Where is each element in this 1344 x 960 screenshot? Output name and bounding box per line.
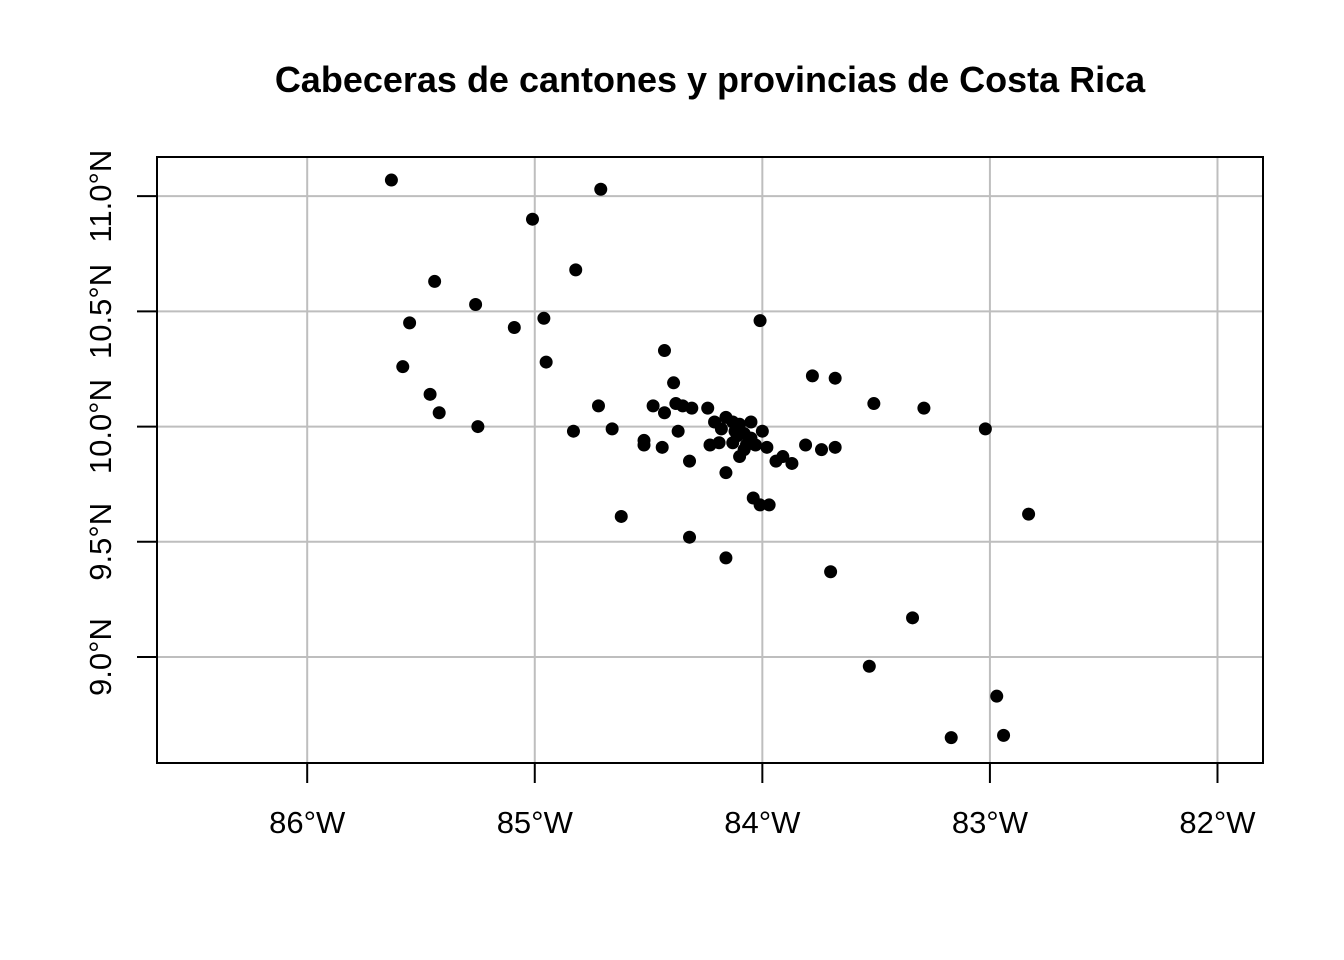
data-point: [403, 316, 417, 330]
chart-title: Cabeceras de cantones y provincias de Co…: [275, 59, 1146, 100]
data-point: [657, 406, 671, 420]
x-tick-label: 82°W: [1179, 805, 1256, 840]
data-point: [828, 371, 842, 385]
data-point: [507, 321, 521, 335]
data-point: [432, 406, 446, 420]
data-point: [805, 369, 819, 383]
data-point: [569, 263, 583, 277]
data-point: [396, 360, 410, 374]
data-point: [471, 420, 485, 434]
data-point: [614, 509, 628, 523]
y-tick-label: 9.0°N: [83, 618, 118, 696]
data-point: [423, 387, 437, 401]
data-point: [997, 728, 1011, 742]
data-point: [683, 530, 697, 544]
data-point: [683, 454, 697, 468]
data-point: [755, 424, 769, 438]
data-point: [733, 450, 747, 464]
y-tick-label: 9.5°N: [83, 503, 118, 581]
data-point: [744, 415, 758, 429]
data-point: [591, 399, 605, 413]
data-point: [906, 611, 920, 625]
data-point: [685, 401, 699, 415]
x-axis: 86°W 85°W 84°W 83°W 82°W: [269, 763, 1256, 840]
data-point: [525, 212, 539, 226]
y-tick-label: 10.5°N: [83, 264, 118, 359]
x-tick-label: 83°W: [952, 805, 1029, 840]
data-point: [753, 314, 767, 328]
y-tick-label: 10.0°N: [83, 379, 118, 474]
x-tick-label: 84°W: [724, 805, 801, 840]
data-point: [828, 440, 842, 454]
data-point: [990, 689, 1004, 703]
y-axis: 9.0°N 9.5°N 10.0°N 10.5°N 11.0°N: [83, 150, 157, 696]
data-point: [537, 311, 551, 325]
data-point: [566, 424, 580, 438]
data-point: [605, 422, 619, 436]
data-point: [469, 297, 483, 311]
data-point: [712, 436, 726, 450]
data-point: [714, 422, 728, 436]
data-point: [799, 438, 813, 452]
data-point: [428, 274, 442, 288]
data-point: [646, 399, 660, 413]
data-point: [637, 438, 651, 452]
data-point: [749, 438, 763, 452]
data-point: [594, 182, 608, 196]
data-point: [671, 424, 685, 438]
data-points: [384, 173, 1036, 745]
data-point: [726, 436, 740, 450]
data-point: [1022, 507, 1036, 521]
data-point: [917, 401, 931, 415]
data-point: [539, 355, 553, 369]
data-point: [944, 731, 958, 745]
data-point: [719, 466, 733, 480]
data-point: [701, 401, 715, 415]
data-point: [978, 422, 992, 436]
data-point: [753, 498, 767, 512]
x-tick-label: 86°W: [269, 805, 346, 840]
data-point: [655, 440, 669, 454]
data-point: [862, 659, 876, 673]
data-point: [762, 498, 776, 512]
data-point: [667, 376, 681, 390]
data-point: [384, 173, 398, 187]
data-point: [769, 454, 783, 468]
data-point: [785, 456, 799, 470]
data-point: [657, 344, 671, 358]
grid: [157, 157, 1263, 763]
y-tick-label: 11.0°N: [83, 150, 118, 243]
data-point: [815, 443, 829, 457]
data-point: [719, 551, 733, 565]
data-point: [760, 440, 774, 454]
data-point: [824, 565, 838, 579]
data-point: [867, 397, 881, 411]
x-tick-label: 85°W: [497, 805, 574, 840]
plot-frame: [156, 156, 1264, 764]
